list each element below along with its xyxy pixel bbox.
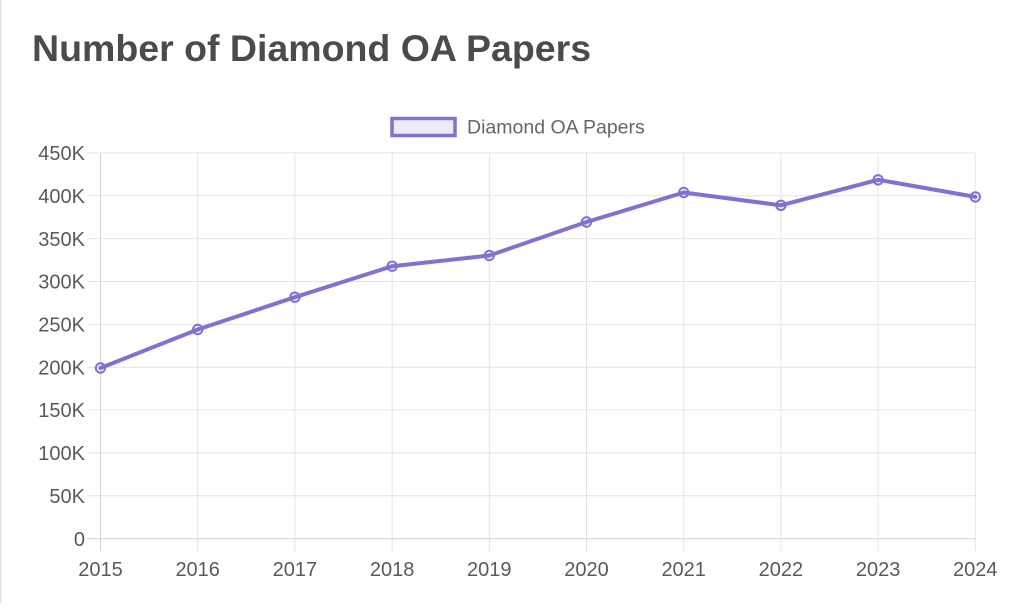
svg-text:450K: 450K (38, 143, 85, 165)
svg-text:2017: 2017 (273, 559, 318, 581)
svg-text:0: 0 (74, 529, 85, 551)
svg-text:2020: 2020 (564, 559, 609, 581)
svg-text:Number of Diamond OA Papers: Number of Diamond OA Papers (32, 27, 591, 69)
svg-text:200K: 200K (38, 357, 85, 379)
svg-text:2024: 2024 (953, 559, 998, 581)
svg-text:100K: 100K (38, 443, 85, 465)
svg-text:400K: 400K (38, 186, 85, 208)
svg-text:300K: 300K (38, 272, 85, 294)
svg-text:2023: 2023 (856, 559, 901, 581)
svg-text:2022: 2022 (759, 559, 804, 581)
svg-text:2021: 2021 (661, 559, 706, 581)
svg-text:50K: 50K (49, 486, 85, 508)
svg-text:350K: 350K (38, 229, 85, 251)
svg-text:150K: 150K (38, 400, 85, 422)
svg-text:2016: 2016 (175, 559, 220, 581)
svg-text:2018: 2018 (370, 559, 415, 581)
svg-text:2015: 2015 (78, 559, 123, 581)
svg-text:Diamond OA Papers: Diamond OA Papers (467, 117, 645, 139)
svg-text:2019: 2019 (467, 559, 512, 581)
svg-text:250K: 250K (38, 315, 85, 337)
